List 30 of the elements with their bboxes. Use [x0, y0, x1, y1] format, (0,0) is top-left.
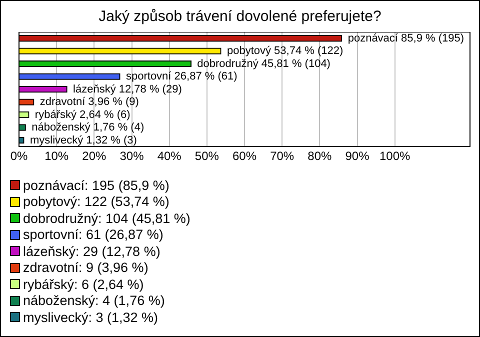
- x-tick-label: 70%: [270, 149, 294, 164]
- data-label: lázeňský 12,78 % (29): [73, 83, 182, 96]
- x-tick-label: 50%: [194, 149, 220, 164]
- data-label: poznávací 85,9 % (195): [348, 32, 464, 44]
- data-label: zdravotní 3,96 % (9): [40, 96, 139, 108]
- text: sportovní: 61 (26,87 %): [23, 227, 164, 242]
- x-tick-label: 20%: [82, 149, 106, 164]
- data-label: náboženský 1,76 % (4): [32, 122, 144, 134]
- data-label: pobytový 53,74 % (122): [226, 45, 344, 58]
- x-tick-label: 30%: [120, 149, 144, 164]
- data-label: rybářský 2,64 % (6): [34, 108, 130, 121]
- x-tick-label: 0%: [10, 149, 28, 164]
- x-tick-label: 100%: [379, 149, 411, 164]
- chart-title: Jaký způsob trávení dovolené preferujete?: [98, 8, 382, 27]
- x-tick-label: 80%: [308, 149, 332, 164]
- text: pobytový: 122 (53,74 %): [23, 194, 170, 210]
- data-label: myslivecký 1,32 % (3): [30, 134, 137, 146]
- text: náboženský: 4 (1,76 %): [23, 293, 165, 308]
- x-tick-label: 10%: [44, 149, 69, 164]
- text: poznávací: 195 (85,9 %): [23, 178, 170, 193]
- text: rybářský: 6 (2,64 %): [23, 276, 144, 292]
- text: lázeňský: 29 (12,78 %): [23, 244, 160, 259]
- x-tick-label: 90%: [345, 149, 370, 164]
- x-tick-label: 40%: [157, 149, 182, 164]
- text: myslivecký: 3 (1,32 %): [23, 310, 158, 325]
- text: dobrodružný: 104 (45,81 %): [23, 210, 190, 226]
- data-label: dobrodružný 45,81 % (104): [197, 58, 330, 70]
- x-tick-label: 60%: [232, 149, 257, 164]
- data-label: sportovní 26,87 % (61): [126, 70, 238, 83]
- text: zdravotní: 9 (3,96 %): [23, 260, 148, 276]
